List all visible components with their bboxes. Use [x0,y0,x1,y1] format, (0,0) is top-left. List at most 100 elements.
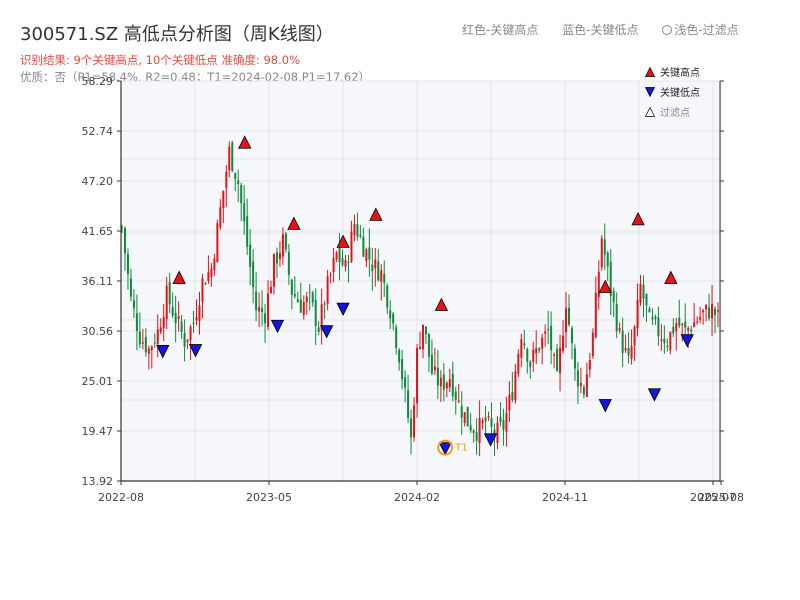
candle-body [156,329,159,345]
x-tick-label: 2024-02 [394,491,440,504]
candle-body [159,327,162,333]
candle-body [559,347,562,374]
candle-body [162,317,165,329]
candle-body [669,331,672,351]
candle-body [621,330,624,353]
key-high-marker [287,216,301,230]
candle-body [645,294,648,306]
candle-body [201,278,204,302]
candle-body [612,291,615,303]
candle-body [591,332,594,356]
key-low-marker [680,334,694,348]
candle-body [511,391,514,401]
key-high-marker [172,270,186,284]
t1-label: T1 [454,443,467,454]
key-high-marker [336,234,350,248]
candle-body [618,328,621,331]
candle-body [472,430,475,434]
candle-body [600,238,603,268]
candle-body [272,253,275,287]
candle-body [121,227,123,229]
candle-body [517,354,520,374]
key-high-marker [238,135,252,149]
candle-body [255,291,258,311]
key-low-marker [483,433,498,447]
candle-body [198,305,201,321]
key-low-marker [320,325,334,339]
candle-body [585,374,588,398]
candle-body [532,349,535,362]
legend-filtered-label: 过滤点 [660,106,690,119]
candle-body [570,328,573,344]
legend-blue-text: 蓝色-关键低点 [562,23,639,37]
candle-body [553,354,556,356]
recognition-result-text: 识别结果: 9个关键高点, 10个关键低点 准确度: 98.0% [20,53,301,67]
candle-body [404,377,407,388]
candle-body [714,308,717,316]
candle-body [186,339,189,342]
candle-body [377,261,380,281]
candle-body [150,346,153,351]
candle-body [320,304,323,331]
candle-body [123,227,126,254]
candle-body [413,405,416,438]
candle-body [573,348,576,369]
candle-body [180,321,183,332]
candle-body [615,303,618,332]
candle-body [648,308,651,313]
candle-body [654,316,657,319]
candle-body [466,406,469,427]
candle-body [663,338,666,344]
candle-body [436,367,439,386]
candle-body [368,247,371,260]
candle-body [478,417,481,444]
key-low-marker [438,442,452,456]
candle-body [177,316,180,320]
key-high-marker [369,207,383,221]
candle-body [401,359,404,380]
candle-body [314,300,317,326]
candle-body [457,400,460,402]
candle-body [535,348,538,354]
candle-body [520,339,523,358]
candle-body [630,345,633,359]
candle-body [433,366,436,371]
candle-body [323,303,326,305]
candle-body [275,252,278,264]
candle-body [234,173,237,180]
candle-body [293,294,296,297]
candle-body [484,417,487,422]
candle-body [138,331,141,345]
candle-body [562,335,565,351]
candle-body [189,326,192,341]
candle-body [660,339,663,341]
candle-body [365,249,368,262]
candle-body [588,359,591,370]
candle-body [609,261,612,296]
candle-body [338,247,341,263]
candle-body [237,180,240,185]
candle-body [579,382,582,387]
candle-body [708,307,711,319]
candle-body [243,203,246,222]
candle-body [421,324,424,350]
top-color-legend: 红色-关键高点 蓝色-关键低点 浅色-过滤点 [462,21,759,38]
candle-body [514,371,517,401]
candle-body [299,299,302,313]
key-high-marker [664,270,678,284]
candle-body [666,345,669,347]
candle-body [278,253,281,259]
y-tick-label: 30.56 [82,325,114,338]
candle-body [499,417,502,423]
candle-body [547,328,550,330]
candle-body [442,374,445,390]
candle-body [129,278,132,297]
candle-body [576,370,579,387]
candle-body [675,323,678,332]
candle-body [544,331,547,334]
legend-low-icon [644,87,656,98]
candle-body [362,236,365,257]
ring-icon [662,25,673,35]
legend-low-label: 关键低点 [660,86,700,99]
